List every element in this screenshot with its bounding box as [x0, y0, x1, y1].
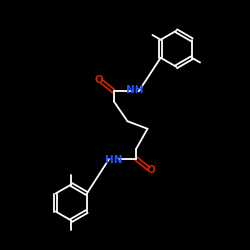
- Text: HN: HN: [106, 155, 123, 165]
- Text: NH: NH: [126, 85, 143, 95]
- Text: O: O: [147, 165, 156, 175]
- Text: O: O: [94, 75, 103, 85]
